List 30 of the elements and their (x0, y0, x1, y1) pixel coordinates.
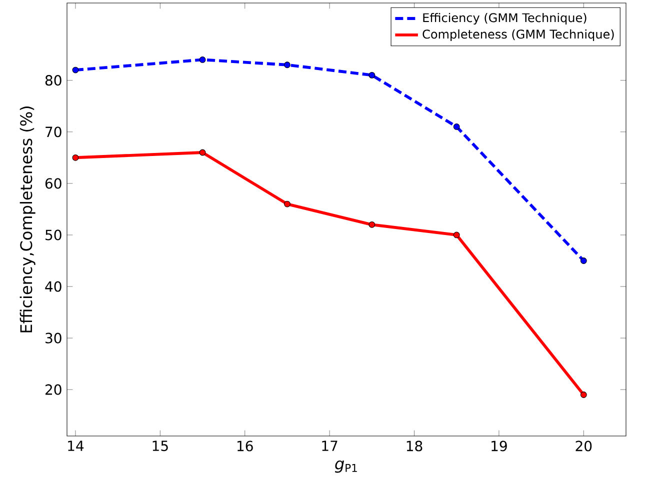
x-tick-label: 14 (68, 440, 84, 451)
x-tick-label: 18 (406, 440, 422, 452)
y-tick-label: 80 (45, 75, 62, 86)
y-tick-label: 30 (46, 332, 62, 344)
point (453, 124, 460, 130)
x-tick-label: 20 (576, 440, 592, 452)
y-tick-label: 70 (46, 126, 62, 138)
point (453, 232, 460, 238)
point (284, 62, 290, 68)
point (284, 200, 290, 208)
point (72, 66, 79, 74)
x-tick-label: 16 (237, 440, 253, 452)
x-axis-title: g$_{P1}$ (335, 460, 357, 473)
y-tick-label: 50 (46, 230, 62, 240)
point (199, 149, 206, 156)
point (580, 392, 587, 398)
point (580, 258, 587, 264)
y-tick-label: 40 (45, 281, 62, 292)
legend-label: Efficiency (GMM Technique) (423, 12, 586, 25)
y-axis-title: Efficiency,Completeness (%) (20, 106, 36, 332)
point (199, 56, 206, 63)
y-tick-label: 20 (46, 384, 62, 395)
point (368, 221, 376, 228)
point (72, 154, 79, 161)
x-tick-label: 17 (322, 440, 338, 451)
legend-label: Completeness (GMM Technique) (422, 29, 614, 41)
x-tick-label: 19 (492, 440, 507, 452)
x-tick-label: 15 (152, 440, 168, 452)
point (368, 72, 376, 78)
y-tick-label: 60 (45, 178, 62, 189)
